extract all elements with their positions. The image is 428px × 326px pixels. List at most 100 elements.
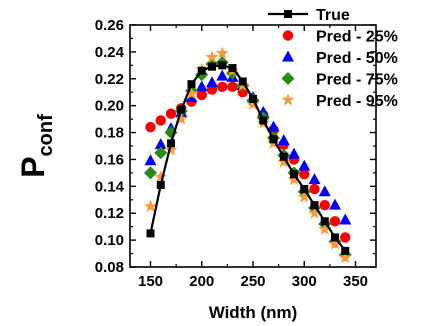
data-point xyxy=(238,77,247,86)
legend-item: Pred - 50% xyxy=(282,50,398,67)
data-point xyxy=(165,108,177,119)
data-point xyxy=(320,217,329,226)
data-point xyxy=(205,50,219,63)
data-point xyxy=(144,199,157,212)
y-axis-title-sub: conf xyxy=(35,114,57,157)
data-point xyxy=(246,97,260,110)
y-tick-label: 0.22 xyxy=(95,71,124,88)
series-layer xyxy=(144,46,352,264)
data-point xyxy=(206,76,218,88)
legend-label: Pred - 75% xyxy=(316,72,398,89)
data-point xyxy=(164,143,178,156)
x-tick-label: 300 xyxy=(292,273,317,290)
data-point xyxy=(154,146,168,160)
data-point xyxy=(144,154,157,166)
data-point xyxy=(154,138,167,150)
data-point xyxy=(299,169,310,180)
data-point xyxy=(227,81,238,93)
data-point xyxy=(174,112,188,125)
x-axis-title: Width (nm) xyxy=(209,303,298,322)
y-tick-label: 0.16 xyxy=(95,151,124,168)
legend-marker xyxy=(281,93,295,106)
data-point xyxy=(341,246,350,255)
data-point xyxy=(177,105,186,114)
data-point xyxy=(144,166,157,180)
data-point xyxy=(185,86,198,100)
y-tick-label: 0.14 xyxy=(95,178,125,195)
x-tick-label: 350 xyxy=(343,273,368,290)
y-tick-label: 0.20 xyxy=(95,98,124,115)
x-tick-label: 200 xyxy=(189,273,214,290)
data-point xyxy=(340,232,351,243)
data-point xyxy=(339,213,352,225)
legend-marker xyxy=(281,72,295,85)
legend-marker xyxy=(282,30,294,41)
data-point xyxy=(297,190,311,203)
data-point xyxy=(228,64,237,73)
data-point xyxy=(277,155,291,168)
legend-label: Pred - 95% xyxy=(316,93,398,110)
data-point xyxy=(310,201,319,210)
y-tick-label: 0.24 xyxy=(95,44,125,61)
legend-item: True xyxy=(268,7,350,24)
data-point xyxy=(279,152,288,161)
data-point xyxy=(216,69,229,81)
data-point xyxy=(277,134,290,146)
legend-item: Pred - 25% xyxy=(282,29,398,46)
series-true xyxy=(146,61,350,255)
data-point xyxy=(338,250,352,264)
axis-ticks: 150 200 250 300 350 0.08 0.10 0.12 0.14 0.16 0.18 0… xyxy=(95,17,376,290)
data-point xyxy=(197,66,206,75)
data-point xyxy=(218,61,227,70)
y-tick-label: 0.08 xyxy=(95,259,124,276)
legend-marker xyxy=(282,50,294,62)
data-point xyxy=(217,81,228,93)
x-tick-label: 250 xyxy=(240,273,265,290)
legend: True Pred - 25% Pred - 50% Pred - 75% Pred -… xyxy=(268,7,398,110)
y-tick-label: 0.12 xyxy=(95,205,124,222)
data-point xyxy=(187,80,196,89)
y-tick-label: 0.26 xyxy=(95,17,124,34)
data-point xyxy=(329,216,341,227)
data-point xyxy=(329,198,341,210)
data-point xyxy=(319,199,330,211)
data-point xyxy=(267,120,280,132)
data-point xyxy=(287,172,301,186)
data-point xyxy=(146,229,155,238)
legend-label: Pred - 25% xyxy=(316,29,398,46)
legend-item: Pred - 95% xyxy=(281,93,398,110)
legend-label: True xyxy=(316,7,350,24)
data-point xyxy=(290,170,298,179)
y-axis-title: Pconf xyxy=(15,114,57,178)
data-point xyxy=(318,185,331,197)
legend-marker xyxy=(284,10,292,18)
data-point xyxy=(155,115,166,126)
y-axis-title-main: P xyxy=(15,156,51,177)
data-point xyxy=(309,183,320,195)
data-point xyxy=(288,147,300,159)
data-point xyxy=(196,89,207,101)
data-point xyxy=(308,206,321,219)
legend-label: Pred - 50% xyxy=(316,50,398,67)
x-tick-label: 150 xyxy=(138,273,163,290)
data-point xyxy=(328,237,342,250)
data-point xyxy=(298,159,311,171)
data-point xyxy=(331,233,339,242)
data-point xyxy=(195,80,208,92)
data-point xyxy=(259,116,268,125)
y-tick-label: 0.18 xyxy=(95,125,124,142)
data-point xyxy=(156,180,165,189)
data-point xyxy=(249,94,257,103)
data-point xyxy=(208,62,216,71)
data-point xyxy=(308,173,321,185)
svg-text:Pconf: Pconf xyxy=(15,114,57,178)
data-point xyxy=(145,121,156,133)
data-point xyxy=(300,185,309,194)
data-point xyxy=(269,135,278,144)
data-point xyxy=(154,170,168,183)
legend-item: Pred - 75% xyxy=(281,72,398,89)
y-tick-label: 0.10 xyxy=(95,232,124,249)
data-point xyxy=(167,139,175,148)
data-point xyxy=(318,222,332,235)
